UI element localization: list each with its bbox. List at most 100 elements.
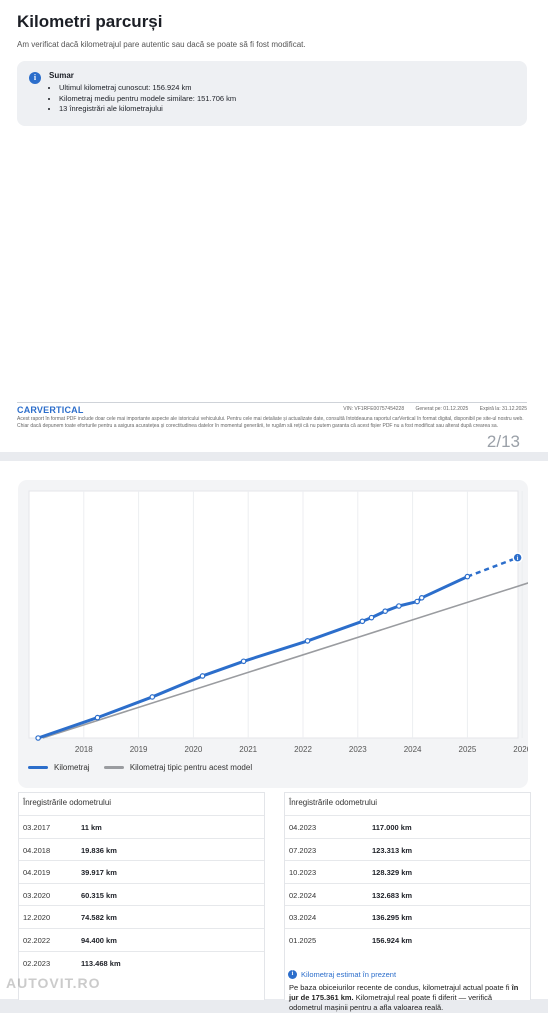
table-row: 04.2018 19.836 km	[19, 837, 264, 861]
odometer-table-left: Înregistrările odometrului 03.2017 11 km …	[18, 792, 265, 1000]
plot-area	[28, 490, 519, 739]
row-km: 113.468 km	[81, 958, 121, 968]
row-km: 136.295 km	[372, 913, 413, 923]
x-tick-label: 2025	[459, 745, 477, 754]
footer-divider	[17, 402, 527, 403]
table-title: Înregistrările odometrului	[289, 798, 378, 807]
estimate-point	[512, 552, 523, 563]
summary-list: Ultimul kilometraj cunoscut: 156.924 km …	[49, 83, 236, 115]
mileage-point	[199, 673, 206, 679]
legend-swatch-mileage	[28, 766, 48, 770]
table-row: 02.2022 94.400 km	[19, 927, 264, 951]
page-number: 2/13	[486, 432, 520, 451]
row-date: 03.2020	[23, 890, 51, 900]
x-tick-label: 2018	[75, 745, 93, 754]
estimate-value: în jur de 175.361 km.	[289, 983, 519, 1002]
table-row: 10.2023 128.329 km	[285, 860, 530, 883]
row-km: 117.000 km	[372, 823, 412, 832]
report-page-3: 2018 2019 2020 2021 2022 2023 2024 2025 2026 i Ki…	[0, 461, 548, 1012]
table-row: 02.2023 113.468 km	[19, 950, 264, 974]
row-km: 19.836 km	[81, 845, 117, 855]
estimate-title: Kilometraj estimat în prezent	[301, 970, 397, 979]
legend-swatch-typical	[103, 766, 124, 770]
row-date: 02.2022	[23, 935, 51, 945]
row-km: 11 km	[81, 823, 102, 832]
table-title: Înregistrările odometrului	[23, 798, 112, 807]
row-km: 132.683 km	[372, 890, 413, 900]
x-tick-label: 2026	[513, 745, 528, 754]
summary-item: Kilometraj mediu pentru modele similare:…	[59, 94, 236, 105]
row-km: 74.582 km	[81, 913, 117, 923]
expiry-date: Expiră la: 31.12.2025	[479, 406, 527, 412]
mileage-point	[359, 618, 366, 625]
generated-date: Generat pe: 01.12.2025	[415, 406, 469, 412]
row-km: 60.315 km	[81, 890, 117, 900]
x-tick-label: 2023	[349, 745, 367, 754]
table-row: 03.2017 11 km	[19, 815, 264, 838]
mileage-point	[396, 603, 402, 609]
mileage-point	[414, 598, 420, 605]
mileage-chart: 2018 2019 2020 2021 2022 2023 2024 2025 2026 i	[28, 490, 528, 754]
row-date: 10.2023	[289, 868, 317, 878]
estimate-text-start: Pe baza obiceiurilor recente de condus, …	[289, 983, 512, 992]
info-icon: i	[29, 72, 41, 84]
carvertical-logo: CARVERTICAL	[17, 405, 84, 415]
x-tick-label: 2019	[130, 745, 148, 754]
mileage-point	[464, 573, 471, 580]
estimate-info-icon: i	[517, 556, 519, 562]
row-km: 156.924 km	[372, 935, 413, 945]
report-page-2: Kilometri parcurși Am verificat dacă kil…	[0, 0, 548, 452]
row-date: 04.2023	[289, 823, 317, 832]
row-date: 04.2019	[23, 868, 51, 878]
mileage-point	[418, 595, 425, 601]
mileage-point	[94, 714, 101, 721]
mileage-point	[149, 694, 156, 700]
table-row: 04.2023 117.000 km	[285, 815, 530, 838]
x-tick-label: 2022	[294, 745, 312, 754]
mileage-point	[382, 608, 389, 614]
row-date: 03.2017	[23, 823, 51, 832]
table-rows: 04.2023 117.000 km 07.2023 123.313 km 10.2…	[285, 815, 530, 951]
mileage-point	[240, 658, 247, 665]
summary-box: i Sumar Ultimul kilometraj cunoscut: 156…	[17, 61, 527, 126]
row-date: 07.2023	[289, 845, 317, 855]
typical-mileage-line	[42, 582, 528, 739]
disclaimer-text: Acest raport în format PDF include doar …	[17, 416, 524, 429]
footer-meta: VIN: VF1RFE00757454228 Generat pe: 01.12…	[333, 406, 527, 412]
legend-label-mileage: Kilometraj	[54, 763, 90, 772]
page-subtitle: Am verificat dacă kilometrajul pare aute…	[17, 40, 306, 49]
row-date: 03.2024	[289, 913, 317, 923]
row-date: 01.2025	[289, 935, 317, 945]
row-km: 128.329 km	[372, 868, 413, 878]
mileage-point	[368, 614, 375, 621]
summary-title: Sumar	[49, 71, 74, 80]
row-date: 04.2018	[23, 845, 51, 855]
table-rows: 03.2017 11 km 04.2018 19.836 km 04.2019 39.…	[19, 815, 264, 973]
legend-item-typical: Kilometraj tipic pentru acest model	[103, 763, 253, 772]
odometer-table-right: Înregistrările odometrului 04.2023 117.00…	[284, 792, 531, 1012]
table-row: 01.2025 156.924 km	[285, 927, 530, 951]
info-icon: i	[288, 970, 297, 979]
row-date: 02.2024	[289, 890, 317, 900]
row-km: 39.917 km	[81, 868, 117, 878]
vin-text: VIN: VF1RFE00757454228	[343, 406, 405, 412]
table-row: 07.2023 123.313 km	[285, 837, 530, 861]
table-row: 04.2019 39.917 km	[19, 860, 264, 883]
mileage-point	[35, 735, 41, 741]
table-row: 03.2020 60.315 km	[19, 882, 264, 906]
legend-label-typical: Kilometraj tipic pentru acest model	[129, 763, 253, 772]
legend-item-mileage: Kilometraj	[28, 763, 90, 772]
x-tick-label: 2024	[404, 745, 422, 754]
row-km: 94.400 km	[81, 935, 117, 945]
mileage-chart-card: 2018 2019 2020 2021 2022 2023 2024 2025 2026 i Ki…	[18, 480, 528, 788]
table-row: 12.2020 74.582 km	[19, 905, 264, 928]
summary-item: 13 înregistrări ale kilometrajului	[59, 104, 236, 115]
estimate-text: Pe baza obiceiurilor recente de condus, …	[289, 983, 519, 1013]
chart-legend: Kilometraj Kilometraj tipic pentru acest…	[28, 763, 264, 772]
x-tick-label: 2020	[185, 745, 203, 754]
row-km: 123.313 km	[372, 845, 413, 855]
summary-item: Ultimul kilometraj cunoscut: 156.924 km	[59, 83, 236, 94]
x-tick-label: 2021	[239, 745, 257, 754]
autovit-watermark: AUTOVIT.RO	[6, 975, 101, 991]
table-row: 02.2024 132.683 km	[285, 882, 530, 906]
